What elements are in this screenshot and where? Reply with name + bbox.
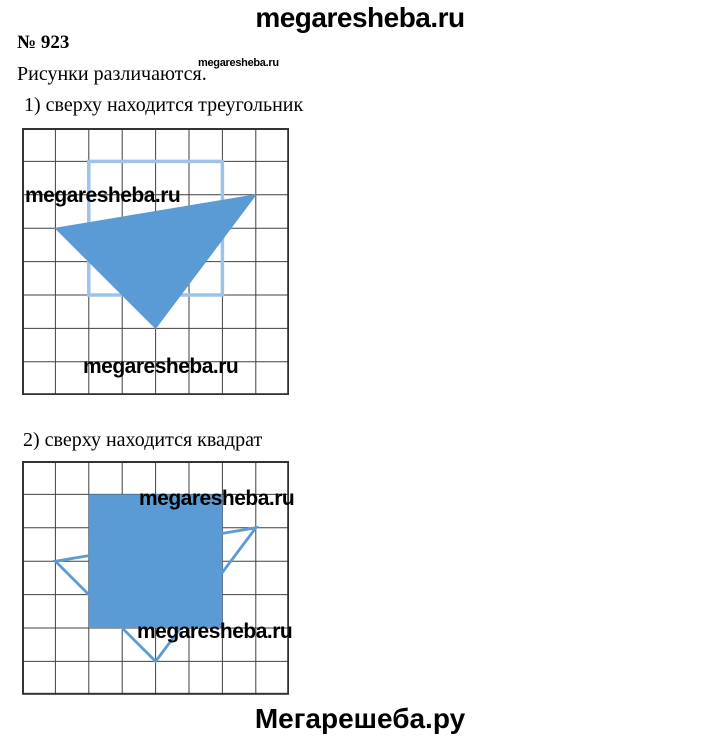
watermark: megaresheba.ru bbox=[139, 487, 295, 510]
figure-triangle-on-top: megaresheba.ru megaresheba.ru bbox=[22, 128, 290, 396]
item-2-label: 2) сверху находится квадрат bbox=[23, 429, 263, 451]
watermark: megaresheba.ru bbox=[137, 620, 293, 643]
watermark-small: megaresheba.ru bbox=[198, 57, 279, 69]
figure-square-on-top-svg bbox=[22, 461, 290, 695]
grid-border bbox=[22, 461, 290, 695]
triangle-filled bbox=[54, 194, 257, 330]
site-header: megaresheba.ru bbox=[255, 2, 465, 33]
intro-text: Рисунки различаются. bbox=[17, 63, 207, 85]
figure-square-on-top: megaresheba.ru megaresheba.ru bbox=[22, 461, 295, 695]
grid-border bbox=[22, 128, 290, 396]
watermark: megaresheba.ru bbox=[83, 355, 239, 378]
watermark: megaresheba.ru bbox=[25, 184, 181, 207]
square-filled bbox=[88, 494, 223, 628]
problem-number: № 923 bbox=[17, 32, 70, 53]
item-1-label: 1) сверху находится треугольник bbox=[24, 94, 304, 116]
figure-triangle-on-top-svg bbox=[22, 128, 290, 396]
site-footer: Мегарешеба.ру bbox=[254, 703, 466, 734]
